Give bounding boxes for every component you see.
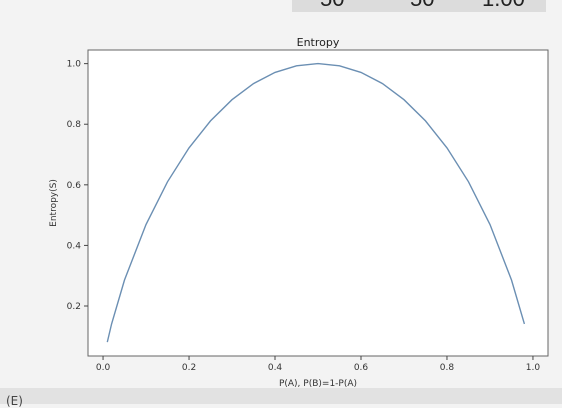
x-tick-label: 0.6: [354, 363, 369, 373]
plot-area: [87, 49, 549, 357]
y-ticks: 0.2 0.4 0.6 0.8 1.0: [67, 60, 88, 312]
y-tick-label: 0.2: [67, 302, 81, 312]
partial-table-strip: 50 50 1.00: [292, 0, 546, 12]
bottom-strip: (E): [0, 388, 562, 408]
chart-title: Entropy: [297, 36, 340, 49]
table-cell-2: 50: [410, 0, 434, 12]
x-tick-label: 0.2: [182, 363, 196, 373]
y-tick-label: 0.6: [67, 181, 82, 191]
bottom-partial-text: (E): [6, 394, 23, 408]
y-axis-label: Entropy(S): [49, 179, 59, 227]
table-cell-1: 50: [320, 0, 344, 12]
y-tick-label: 0.8: [67, 120, 82, 130]
y-tick-label: 0.4: [67, 241, 82, 251]
x-tick-label: 0.0: [96, 363, 111, 373]
x-tick-label: 0.8: [440, 363, 455, 373]
entropy-curve: [106, 62, 526, 343]
x-ticks: 0.0 0.2 0.4 0.6 0.8 1.0: [96, 356, 540, 373]
x-tick-label: 1.0: [526, 363, 541, 373]
x-tick-label: 0.4: [268, 363, 283, 373]
y-tick-label: 1.0: [67, 60, 82, 70]
table-cell-3: 1.00: [482, 0, 525, 12]
x-axis-label: P(A), P(B)=1-P(A): [279, 379, 357, 389]
